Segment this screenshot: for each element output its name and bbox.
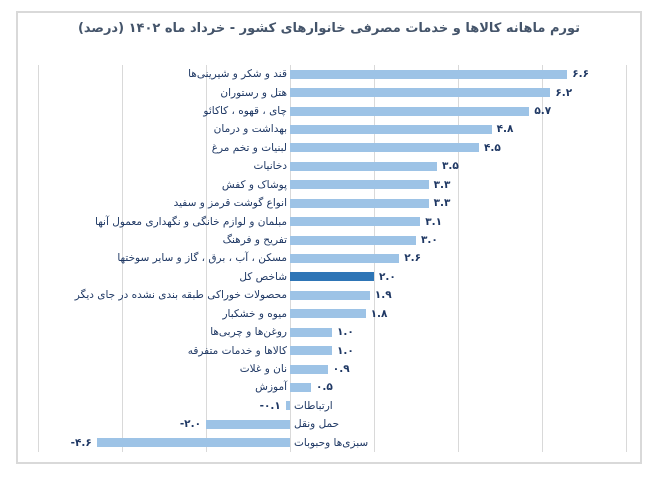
value-label: ۵.۷ bbox=[534, 105, 552, 118]
bar bbox=[290, 217, 421, 227]
chart-row: تفریح و فرهنگ ۳.۰ bbox=[38, 231, 626, 249]
chart-row: نان و غلات ۰.۹ bbox=[38, 360, 626, 378]
value-label: ۱.۰ bbox=[337, 344, 354, 357]
category-label: کالاها و خدمات متفرقه bbox=[187, 344, 287, 357]
gridline bbox=[457, 65, 459, 452]
chart-row: آموزش ۰.۵ bbox=[38, 378, 626, 396]
category-label: ارتباطات bbox=[294, 399, 333, 412]
chart-row: لبنیات و تخم مرغ ۴.۵ bbox=[38, 139, 626, 157]
chart-row: قند و شکر و شیرینی‌ها ۶.۶ bbox=[38, 65, 626, 83]
value-label: ۱.۹ bbox=[374, 289, 392, 302]
bar bbox=[290, 309, 366, 319]
chart-row: بهداشت و درمان ۴.۸ bbox=[38, 120, 626, 138]
value-label: ۱.۸ bbox=[370, 307, 388, 320]
chart-row: پوشاک و کفش ۳.۳ bbox=[38, 176, 626, 194]
gridline bbox=[121, 65, 123, 452]
gridline bbox=[625, 65, 627, 452]
category-label: میوه و خشکبار bbox=[222, 307, 287, 320]
value-label: -۰.۱ bbox=[259, 399, 281, 412]
bar bbox=[290, 143, 479, 153]
category-label: لبنیات و تخم مرغ bbox=[211, 141, 287, 154]
bar bbox=[206, 419, 290, 429]
bar bbox=[290, 88, 551, 98]
chart-row: محصولات خوراکی طبقه بندی نشده در جای دیگ… bbox=[38, 286, 626, 304]
category-label: انواع گوشت قرمز و سفید bbox=[173, 197, 287, 210]
bar bbox=[96, 438, 290, 448]
category-label: تفریح و فرهنگ bbox=[222, 234, 287, 247]
category-label: آموزش bbox=[255, 381, 287, 394]
gridline bbox=[37, 65, 39, 452]
chart-frame: تورم ماهانه کالاها و خدمات مصرفی خانواره… bbox=[16, 11, 642, 464]
bar bbox=[290, 382, 311, 392]
bar bbox=[290, 290, 370, 300]
category-label: پوشاک و کفش bbox=[221, 178, 287, 191]
value-label: ۴.۸ bbox=[496, 123, 514, 136]
chart-row: هتل و رستوران ۶.۲ bbox=[38, 83, 626, 101]
bar bbox=[290, 106, 530, 116]
bar bbox=[290, 124, 492, 134]
category-label: قند و شکر و شیرینی‌ها bbox=[188, 68, 287, 81]
bar bbox=[290, 327, 332, 337]
category-label: بهداشت و درمان bbox=[213, 123, 287, 136]
plot-area: قند و شکر و شیرینی‌ها ۶.۶ هتل و رستوران ۶.۲… bbox=[37, 65, 627, 452]
bar bbox=[290, 69, 568, 79]
value-label: ۲.۶ bbox=[404, 252, 421, 265]
chart-row: کالاها و خدمات متفرقه ۱.۰ bbox=[38, 341, 626, 359]
category-label: چای ، قهوه ، کاکائو bbox=[203, 105, 287, 118]
category-label: روغن‌ها و چربی‌ها bbox=[210, 326, 287, 339]
bar bbox=[290, 235, 416, 245]
value-label: ۰.۵ bbox=[316, 381, 333, 394]
category-label: نان و غلات bbox=[239, 363, 287, 376]
value-label: ۳.۱ bbox=[425, 215, 442, 228]
chart-row: میوه و خشکبار ۱.۸ bbox=[38, 305, 626, 323]
bar bbox=[290, 161, 437, 171]
value-label: ۳.۵ bbox=[442, 160, 459, 173]
value-label: ۱.۰ bbox=[337, 326, 354, 339]
chart-row: دخانیات ۳.۵ bbox=[38, 157, 626, 175]
value-label: -۲.۰ bbox=[179, 418, 201, 431]
category-label: هتل و رستوران bbox=[220, 86, 287, 99]
chart-row: مبلمان و لوازم خانگی و نگهداری معمول آنه… bbox=[38, 212, 626, 230]
value-label: ۳.۳ bbox=[433, 197, 451, 210]
gridline bbox=[541, 65, 543, 452]
bar bbox=[285, 401, 290, 411]
category-label: شاخص کل bbox=[239, 270, 287, 283]
chart-row: حمل ونقل -۲.۰ bbox=[38, 415, 626, 433]
chart-title: تورم ماهانه کالاها و خدمات مصرفی خانواره… bbox=[77, 21, 581, 36]
value-label: ۳.۳ bbox=[433, 178, 451, 191]
chart-row: سبزی‌ها وحبوبات -۴.۶ bbox=[38, 434, 626, 452]
chart-row: شاخص کل ۲.۰ bbox=[38, 268, 626, 286]
bar bbox=[290, 198, 429, 208]
bar-highlight bbox=[290, 272, 374, 282]
category-label: سبزی‌ها وحبوبات bbox=[294, 436, 369, 449]
value-label: -۴.۶ bbox=[70, 436, 92, 449]
value-label: ۶.۲ bbox=[555, 86, 573, 99]
value-label: ۳.۰ bbox=[421, 234, 438, 247]
chart-row: ارتباطات -۰.۱ bbox=[38, 397, 626, 415]
category-label: حمل ونقل bbox=[294, 418, 340, 431]
category-label: مسکن ، آب ، برق ، گاز و سایر سوختها bbox=[117, 252, 287, 265]
chart-row: روغن‌ها و چربی‌ها ۱.۰ bbox=[38, 323, 626, 341]
bar bbox=[290, 364, 328, 374]
gridline bbox=[205, 65, 207, 452]
value-label: ۲.۰ bbox=[379, 270, 396, 283]
value-label: ۶.۶ bbox=[572, 68, 589, 81]
bar bbox=[290, 180, 429, 190]
category-label: محصولات خوراکی طبقه بندی نشده در جای دیگ… bbox=[74, 289, 287, 302]
value-label: ۰.۹ bbox=[332, 363, 350, 376]
category-label: دخانیات bbox=[253, 160, 287, 173]
chart-row: چای ، قهوه ، کاکائو ۵.۷ bbox=[38, 102, 626, 120]
bar bbox=[290, 346, 332, 356]
chart-row: مسکن ، آب ، برق ، گاز و سایر سوختها ۲.۶ bbox=[38, 249, 626, 267]
bar bbox=[290, 253, 400, 263]
category-label: مبلمان و لوازم خانگی و نگهداری معمول آنه… bbox=[95, 215, 287, 228]
value-label: ۴.۵ bbox=[484, 141, 501, 154]
chart-row: انواع گوشت قرمز و سفید ۳.۳ bbox=[38, 194, 626, 212]
